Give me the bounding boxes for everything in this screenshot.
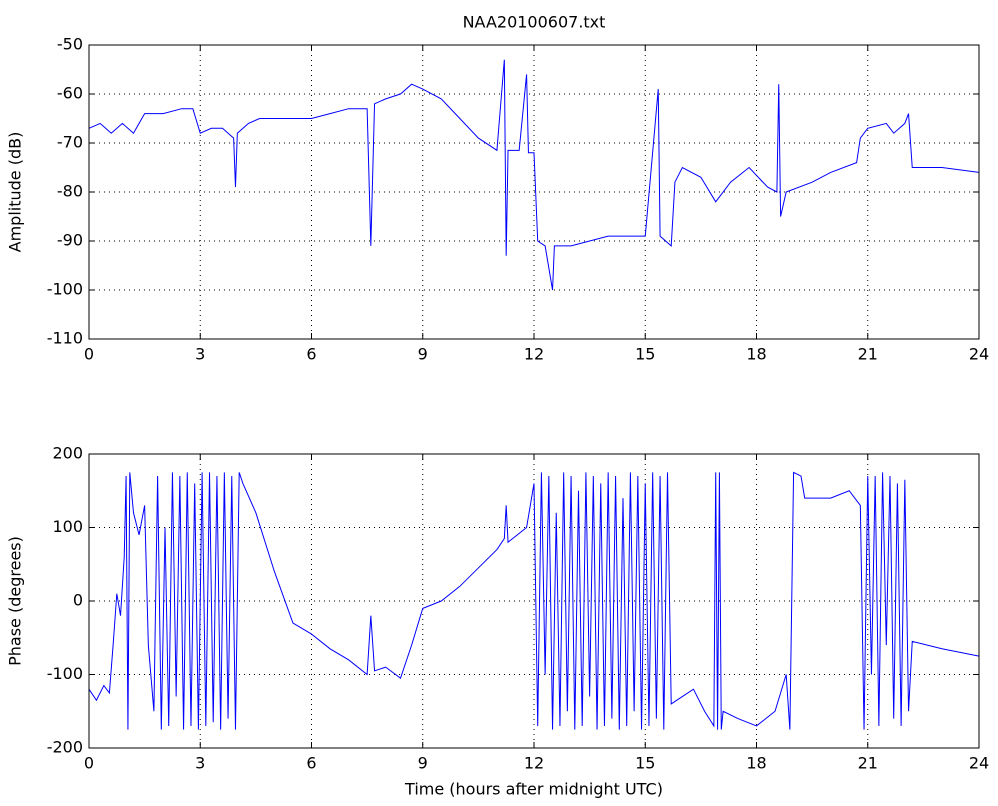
x-tick-label: 12 xyxy=(524,754,544,773)
x-tick-label: 9 xyxy=(418,345,428,364)
y-tick-label: -70 xyxy=(57,133,83,152)
y-tick-label: -90 xyxy=(57,231,83,250)
x-tick-label: 15 xyxy=(635,754,655,773)
x-tick-label: 21 xyxy=(858,345,878,364)
x-tick-label: 0 xyxy=(84,754,94,773)
y-tick-label: 0 xyxy=(73,591,83,610)
x-tick-label: 9 xyxy=(418,754,428,773)
y-tick-label: -50 xyxy=(57,35,83,54)
x-tick-label: 3 xyxy=(195,754,205,773)
x-tick-label: 6 xyxy=(306,345,316,364)
x-tick-label: 24 xyxy=(969,754,989,773)
x-tick-label: 15 xyxy=(635,345,655,364)
x-tick-label: 0 xyxy=(84,345,94,364)
y-axis-label: Phase (degrees) xyxy=(6,536,25,666)
y-tick-label: 100 xyxy=(52,517,83,536)
y-tick-label: 200 xyxy=(52,444,83,463)
x-tick-label: 24 xyxy=(969,345,989,364)
x-tick-label: 3 xyxy=(195,345,205,364)
y-axis-label: Amplitude (dB) xyxy=(6,132,25,253)
plot-frame xyxy=(88,44,980,340)
x-axis-label: Time (hours after midnight UTC) xyxy=(404,780,663,799)
y-tick-label: -200 xyxy=(47,738,83,757)
x-tick-label: 6 xyxy=(306,754,316,773)
data-line xyxy=(88,471,980,730)
y-tick-label: -100 xyxy=(47,664,83,683)
x-tick-label: 12 xyxy=(524,345,544,364)
plot-frame xyxy=(88,453,980,749)
y-tick-label: -80 xyxy=(57,182,83,201)
y-tick-label: -110 xyxy=(47,329,83,348)
x-tick-label: 18 xyxy=(746,345,766,364)
chart-title: NAA20100607.txt xyxy=(463,13,606,32)
data-line xyxy=(88,59,980,291)
y-tick-label: -100 xyxy=(47,280,83,299)
x-tick-label: 18 xyxy=(746,754,766,773)
y-tick-label: -60 xyxy=(57,84,83,103)
x-tick-label: 21 xyxy=(858,754,878,773)
